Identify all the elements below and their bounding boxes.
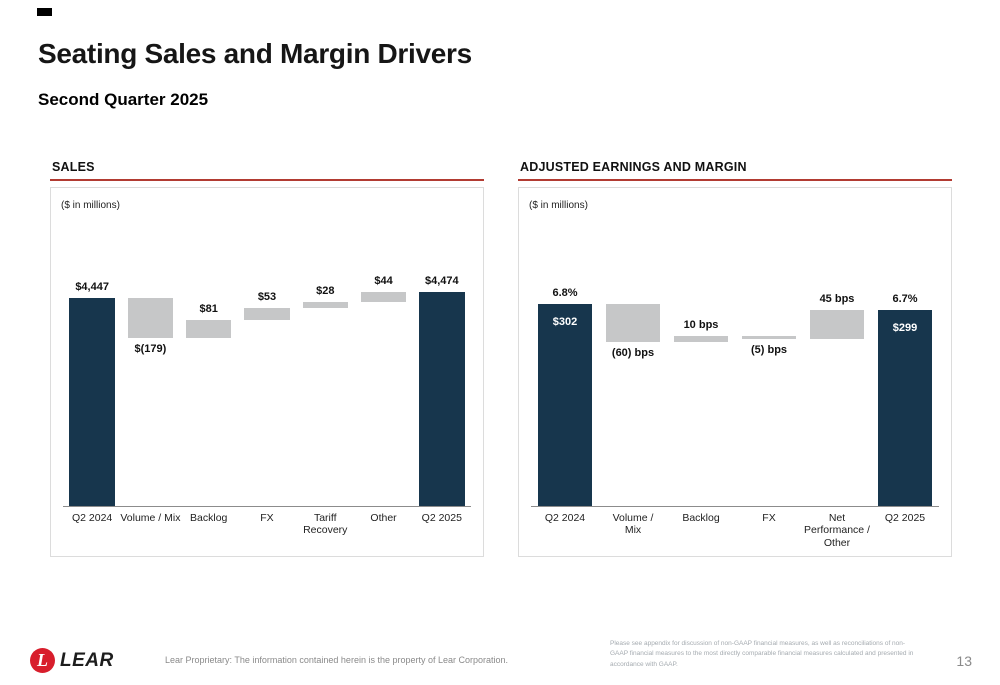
bar-value-label: $(179) — [134, 343, 167, 356]
waterfall-total-bar — [878, 310, 932, 506]
earnings-waterfall-plot: 6.8% $302 Q2 2024 (60) bps Volume / Mix 10 bp… — [531, 238, 939, 549]
category-label: Net Performance / Other — [804, 512, 870, 549]
earnings-panel: ADJUSTED EARNINGS AND MARGIN ($ in milli… — [518, 160, 952, 557]
waterfall-column: $4,474 Q2 2025 — [413, 238, 471, 524]
waterfall-column: $28 Tariff Recovery — [296, 238, 354, 536]
earnings-units-note: ($ in millions) — [529, 200, 588, 211]
waterfall-column: (5) bps FX — [735, 238, 803, 524]
bar-value-label: $44 — [374, 275, 393, 287]
non-gaap-footnote: Please see appendix for discussion of no… — [610, 639, 914, 668]
page-subtitle: Second Quarter 2025 — [38, 90, 209, 109]
waterfall-column: $44 Other — [354, 238, 412, 524]
charts-row: SALES ($ in millions) $4,447 Q2 2024 $(179… — [50, 160, 952, 557]
category-label: FX — [260, 512, 274, 524]
waterfall-delta-bar — [127, 298, 174, 339]
waterfall-delta-bar — [674, 336, 728, 343]
sales-panel-rule — [50, 179, 484, 181]
waterfall-delta-bar — [360, 292, 407, 302]
bar-value-label: 6.8% — [552, 287, 578, 299]
waterfall-total-bar — [419, 292, 465, 506]
bar-inner-label: $299 — [892, 322, 918, 335]
waterfall-column: (60) bps Volume / Mix — [599, 238, 667, 536]
category-label: FX — [762, 512, 776, 524]
waterfall-delta-bar — [185, 320, 232, 339]
page-title: Seating Sales and Margin Drivers — [38, 38, 472, 69]
waterfall-delta-bar — [742, 336, 796, 340]
bar-value-label: 45 bps — [819, 293, 855, 306]
earnings-chart: ($ in millions) 6.8% $302 Q2 2024 (60) bps V… — [518, 187, 952, 557]
lear-logo-icon: L — [30, 648, 55, 673]
waterfall-delta-bar — [244, 308, 290, 320]
earnings-panel-rule — [518, 179, 952, 181]
waterfall-column: 45 bps Net Performance / Other — [803, 238, 871, 548]
waterfall-delta-bar — [606, 304, 660, 343]
sales-panel: SALES ($ in millions) $4,447 Q2 2024 $(179… — [50, 160, 484, 557]
waterfall-total-bar — [538, 304, 592, 506]
category-label: Q2 2025 — [884, 512, 926, 524]
bar-value-label: $53 — [257, 291, 277, 304]
waterfall-column: $81 Backlog — [180, 238, 238, 524]
bar-value-label: $81 — [199, 303, 218, 315]
waterfall-column: 6.7% $299 Q2 2025 — [871, 238, 939, 524]
sales-chart: ($ in millions) $4,447 Q2 2024 $(179) Volum… — [50, 187, 484, 557]
waterfall-total-bar — [69, 298, 115, 506]
waterfall-column: $(179) Volume / Mix — [120, 238, 180, 524]
waterfall-column: $53 FX — [238, 238, 296, 524]
waterfall-column: $4,447 Q2 2024 — [63, 238, 121, 524]
bar-value-label: $4,447 — [75, 281, 109, 294]
bar-value-label: 6.7% — [892, 293, 918, 306]
sales-waterfall-plot: $4,447 Q2 2024 $(179) Volume / Mix $81 Backlo… — [63, 238, 471, 536]
bar-value-label: (60) bps — [611, 347, 655, 360]
bar-inner-label: $302 — [552, 316, 578, 328]
bar-value-label: (5) bps — [750, 344, 788, 357]
bar-value-label: $28 — [316, 284, 335, 297]
bar-value-label: $4,474 — [425, 275, 459, 287]
sales-panel-title: SALES — [52, 160, 95, 174]
proprietary-notice: Lear Proprietary: The information contai… — [165, 655, 509, 665]
category-label: Other — [370, 512, 397, 524]
waterfall-delta-bar — [302, 301, 348, 309]
waterfall-delta-bar — [810, 310, 864, 340]
sales-units-note: ($ in millions) — [61, 200, 120, 211]
earnings-panel-title: ADJUSTED EARNINGS AND MARGIN — [520, 160, 747, 174]
category-label: Q2 2025 — [421, 512, 462, 524]
waterfall-column: 6.8% $302 Q2 2024 — [531, 238, 599, 524]
category-label: Backlog — [682, 512, 720, 524]
category-label: Tariff Recovery — [303, 512, 348, 537]
lear-logo: L LEAR — [30, 648, 114, 673]
bar-value-label: 10 bps — [683, 319, 719, 331]
category-label: Q2 2024 — [71, 512, 113, 524]
waterfall-column: 10 bps Backlog — [667, 238, 735, 524]
category-label: Backlog — [190, 512, 228, 524]
category-label: Volume / Mix — [612, 512, 654, 537]
category-label: Volume / Mix — [120, 512, 181, 524]
page-number: 13 — [956, 653, 972, 669]
lear-logo-text: LEAR — [60, 649, 114, 671]
category-label: Q2 2024 — [544, 512, 586, 524]
corner-mark — [37, 8, 52, 16]
